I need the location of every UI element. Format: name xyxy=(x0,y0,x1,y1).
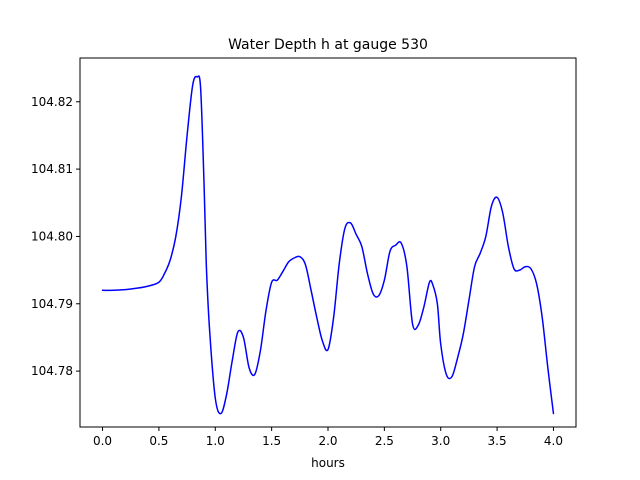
y-tick-label: 104.79 xyxy=(31,297,73,311)
y-tick-label: 104.80 xyxy=(31,229,73,243)
x-tick-label: 1.5 xyxy=(262,434,281,448)
x-tick-label: 0.0 xyxy=(93,434,112,448)
x-tick-label: 4.0 xyxy=(544,434,563,448)
y-tick-label: 104.78 xyxy=(31,364,73,378)
x-axis-ticks: 0.0 0.5 1.0 1.5 2.0 2.5 3.0 3.5 4.0 xyxy=(93,427,563,448)
series-line xyxy=(101,75,555,415)
y-axis-ticks: 104.78 104.79 104.80 104.81 104.82 xyxy=(31,95,80,378)
plot-area-frame xyxy=(79,57,577,428)
x-axis-label: hours xyxy=(311,456,345,470)
x-tick-label: 1.0 xyxy=(206,434,225,448)
y-tick-label: 104.82 xyxy=(31,95,73,109)
x-tick-label: 2.0 xyxy=(318,434,337,448)
x-tick-label: 2.5 xyxy=(375,434,394,448)
x-tick-label: 3.0 xyxy=(431,434,450,448)
y-tick-label: 104.81 xyxy=(31,162,73,176)
chart-title: Water Depth h at gauge 530 xyxy=(228,37,428,53)
x-tick-label: 3.5 xyxy=(488,434,507,448)
x-tick-label: 0.5 xyxy=(149,434,168,448)
